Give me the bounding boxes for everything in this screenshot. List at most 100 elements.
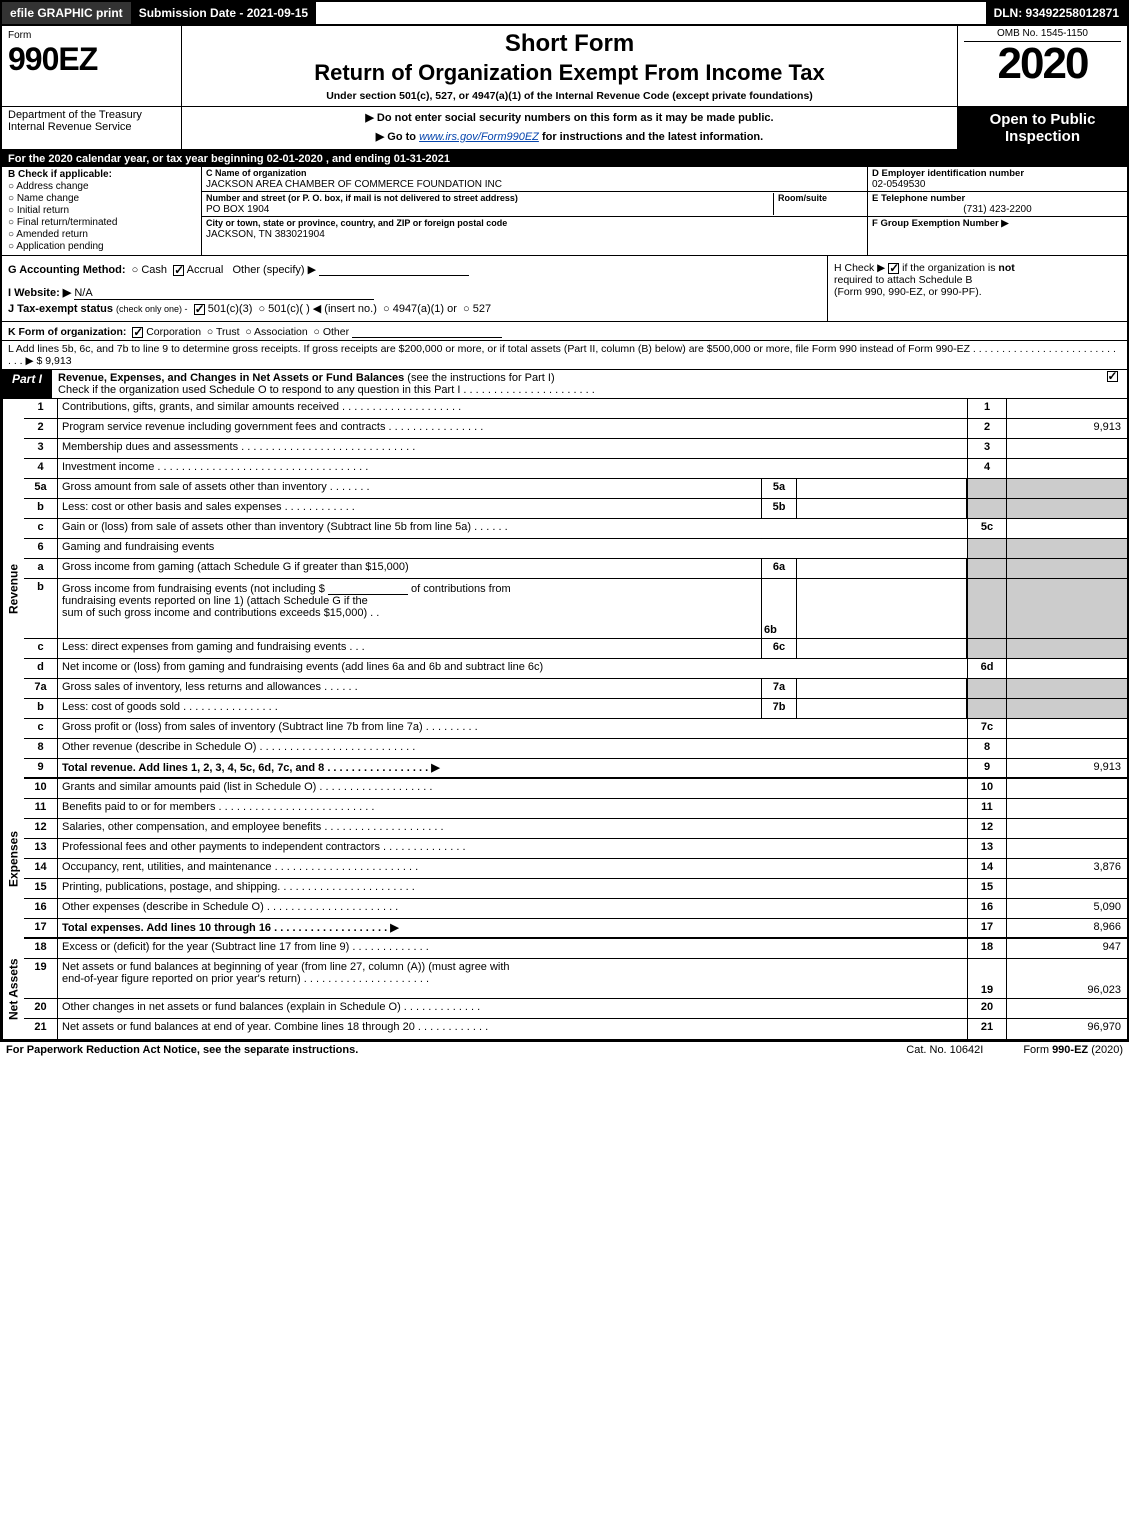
g-label: G Accounting Method: bbox=[8, 264, 126, 276]
tax-year: 2020 bbox=[964, 42, 1121, 86]
l13-nc: 13 bbox=[967, 839, 1007, 858]
line-5a: 5a Gross amount from sale of assets othe… bbox=[24, 479, 1127, 499]
chk-application-pending[interactable]: Application pending bbox=[8, 241, 195, 252]
l3-nc: 3 bbox=[967, 439, 1007, 458]
l4-desc: Investment income . . . . . . . . . . . … bbox=[58, 459, 967, 478]
part1-checkbox[interactable] bbox=[1107, 371, 1118, 382]
department-box: Department of the Treasury Internal Reve… bbox=[2, 107, 182, 149]
warning-ssn: ▶ Do not enter social security numbers o… bbox=[188, 111, 951, 124]
l7a-val bbox=[1007, 679, 1127, 698]
l7b-num: b bbox=[24, 699, 58, 718]
irs-link[interactable]: www.irs.gov/Form990EZ bbox=[419, 131, 539, 143]
g-accrual: Accrual bbox=[187, 264, 224, 276]
k-other-input[interactable] bbox=[352, 324, 502, 338]
l14-desc: Occupancy, rent, utilities, and maintena… bbox=[58, 859, 967, 878]
j-501c[interactable]: 501(c)( ) ◀ (insert no.) bbox=[268, 303, 377, 315]
instructions-box: ▶ Do not enter social security numbers o… bbox=[182, 107, 957, 149]
l6a-sv bbox=[797, 559, 967, 578]
section-l: L Add lines 5b, 6c, and 7b to line 9 to … bbox=[0, 341, 1129, 370]
l6b-d3: fundraising events reported on line 1) (… bbox=[62, 595, 368, 607]
k-assoc[interactable]: Association bbox=[254, 326, 308, 338]
l5a-val bbox=[1007, 479, 1127, 498]
section-c: C Name of organization JACKSON AREA CHAM… bbox=[202, 167, 867, 255]
footer-form-pre: Form bbox=[1023, 1044, 1052, 1056]
chk-final-return[interactable]: Final return/terminated bbox=[8, 217, 195, 228]
l17-desc: Total expenses. Add lines 10 through 16 … bbox=[58, 919, 967, 937]
l5a-desc: Gross amount from sale of assets other t… bbox=[58, 479, 761, 498]
l12-nc: 12 bbox=[967, 819, 1007, 838]
l13-num: 13 bbox=[24, 839, 58, 858]
chk-address-change[interactable]: Address change bbox=[8, 181, 195, 192]
chk-initial-return[interactable]: Initial return bbox=[8, 205, 195, 216]
l6c-val bbox=[1007, 639, 1127, 658]
footer-catno: Cat. No. 10642I bbox=[866, 1044, 1023, 1056]
j-501c3-check[interactable] bbox=[194, 304, 205, 315]
submission-date-button[interactable]: Submission Date - 2021-09-15 bbox=[131, 2, 316, 24]
l7a-nc bbox=[967, 679, 1007, 698]
l3-num: 3 bbox=[24, 439, 58, 458]
l2-num: 2 bbox=[24, 419, 58, 438]
l5a-num: 5a bbox=[24, 479, 58, 498]
l7c-desc: Gross profit or (loss) from sales of inv… bbox=[58, 719, 967, 738]
h-text1: if the organization is bbox=[902, 262, 995, 274]
g-other: Other (specify) ▶ bbox=[232, 264, 316, 276]
l6b-input[interactable] bbox=[328, 581, 408, 595]
h-check[interactable] bbox=[888, 263, 899, 274]
l17-num: 17 bbox=[24, 919, 58, 937]
l5c-desc: Gain or (loss) from sale of assets other… bbox=[58, 519, 967, 538]
chk-amended-return[interactable]: Amended return bbox=[8, 229, 195, 240]
l5b-nc bbox=[967, 499, 1007, 518]
line-12: 12 Salaries, other compensation, and emp… bbox=[24, 819, 1127, 839]
g-accrual-check[interactable] bbox=[173, 265, 184, 276]
l20-num: 20 bbox=[24, 999, 58, 1018]
l7a-desc: Gross sales of inventory, less returns a… bbox=[58, 679, 761, 698]
section-d: D Employer identification number 02-0549… bbox=[867, 167, 1127, 255]
l6b-nc bbox=[967, 579, 1007, 638]
l19-d2: end-of-year figure reported on prior yea… bbox=[62, 973, 429, 985]
page-footer: For Paperwork Reduction Act Notice, see … bbox=[0, 1041, 1129, 1058]
l-text: L Add lines 5b, 6c, and 7b to line 9 to … bbox=[8, 343, 1116, 367]
l16-nc: 16 bbox=[967, 899, 1007, 918]
efile-print-button[interactable]: efile GRAPHIC print bbox=[2, 2, 131, 24]
l20-nc: 20 bbox=[967, 999, 1007, 1018]
l7c-val bbox=[1007, 719, 1127, 738]
l7c-num: c bbox=[24, 719, 58, 738]
l4-nc: 4 bbox=[967, 459, 1007, 478]
l21-val: 96,970 bbox=[1007, 1019, 1127, 1039]
l18-val: 947 bbox=[1007, 939, 1127, 958]
chk-name-change[interactable]: Name change bbox=[8, 193, 195, 204]
footer-left: For Paperwork Reduction Act Notice, see … bbox=[6, 1044, 866, 1056]
l12-desc: Salaries, other compensation, and employ… bbox=[58, 819, 967, 838]
l1-val bbox=[1007, 399, 1127, 418]
line-a-bar: For the 2020 calendar year, or tax year … bbox=[0, 151, 1129, 167]
l6a-sc: 6a bbox=[761, 559, 797, 578]
part1-title-bold: Revenue, Expenses, and Changes in Net As… bbox=[58, 372, 404, 384]
k-trust[interactable]: Trust bbox=[216, 326, 240, 338]
j-4947[interactable]: 4947(a)(1) or bbox=[393, 303, 457, 315]
k-corp-check[interactable] bbox=[132, 327, 143, 338]
l7b-sc: 7b bbox=[761, 699, 797, 718]
l6a-val bbox=[1007, 559, 1127, 578]
l8-nc: 8 bbox=[967, 739, 1007, 758]
line-8: 8 Other revenue (describe in Schedule O)… bbox=[24, 739, 1127, 759]
l6c-nc bbox=[967, 639, 1007, 658]
line-6: 6 Gaming and fundraising events bbox=[24, 539, 1127, 559]
g-cash[interactable]: Cash bbox=[141, 264, 167, 276]
l6b-sv bbox=[797, 579, 967, 638]
l9-num: 9 bbox=[24, 759, 58, 777]
org-name: JACKSON AREA CHAMBER OF COMMERCE FOUNDAT… bbox=[206, 179, 502, 190]
l10-nc: 10 bbox=[967, 779, 1007, 798]
section-b: B Check if applicable: Address change Na… bbox=[2, 167, 202, 255]
section-g: G Accounting Method: ○ Cash Accrual Othe… bbox=[2, 256, 827, 321]
l8-num: 8 bbox=[24, 739, 58, 758]
line-11: 11 Benefits paid to or for members . . .… bbox=[24, 799, 1127, 819]
j-527[interactable]: 527 bbox=[473, 303, 491, 315]
k-other[interactable]: Other bbox=[323, 326, 349, 338]
l6a-desc: Gross income from gaming (attach Schedul… bbox=[58, 559, 761, 578]
l5a-nc bbox=[967, 479, 1007, 498]
line-7b: b Less: cost of goods sold . . . . . . .… bbox=[24, 699, 1127, 719]
l15-desc: Printing, publications, postage, and shi… bbox=[58, 879, 967, 898]
l17-nc: 17 bbox=[967, 919, 1007, 937]
g-other-input[interactable] bbox=[319, 262, 469, 276]
revenue-vertical-label: Revenue bbox=[2, 399, 24, 779]
